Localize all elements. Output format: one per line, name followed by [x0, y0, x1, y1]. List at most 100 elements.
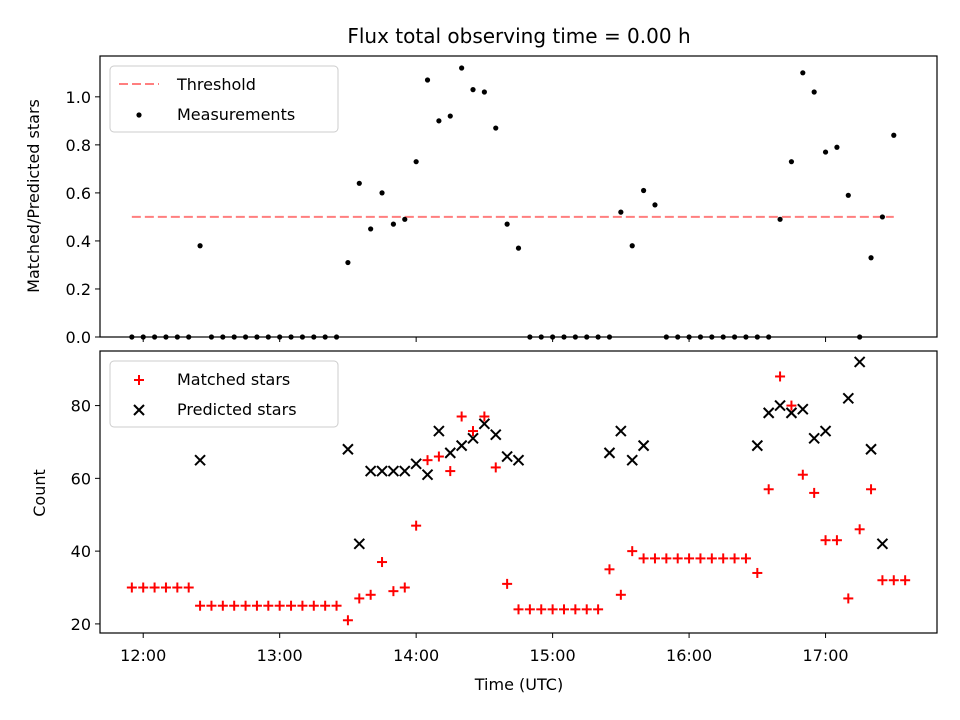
y-tick-label: 40 [71, 542, 91, 561]
matched-star-point [183, 582, 194, 593]
matched-star-point [706, 553, 717, 564]
bottom-y-axis: 20 40 60 80 [71, 397, 100, 634]
top-axes-frame [99, 55, 938, 338]
predicted-star-point [774, 399, 786, 412]
matched-star-point [809, 487, 820, 498]
predicted-marker-b [876, 538, 889, 550]
matched-star-point [866, 484, 877, 495]
predicted-star-point [399, 465, 411, 477]
measurement-point [470, 87, 476, 93]
measurement-point [481, 89, 487, 95]
predicted-marker-b [421, 469, 434, 481]
y-tick-label: 0.4 [66, 232, 91, 251]
matched-star-point [604, 564, 615, 575]
matched-star-point [172, 582, 183, 593]
predicted-star-point [478, 418, 491, 430]
matched-star-point [138, 582, 149, 593]
predicted-star-point [842, 392, 855, 405]
top-y-axis: 0.0 0.2 0.4 0.6 0.8 1.0 [66, 88, 100, 347]
measurement-point [379, 190, 385, 196]
matched-star-point [342, 615, 353, 626]
matched-star-point [684, 553, 695, 564]
legend-matched-label: Matched stars [177, 370, 290, 389]
matched-star-point [274, 600, 285, 611]
predicted-marker-b [512, 454, 525, 466]
matched-star-point [627, 546, 638, 557]
predicted-star-point [626, 454, 638, 466]
matched-star-point [513, 604, 524, 615]
measurement-point [459, 65, 465, 71]
matched-star-point [547, 604, 558, 615]
matched-star-point [831, 535, 842, 546]
top-x-axis [142, 337, 827, 342]
predicted-marker-b [785, 407, 798, 419]
matched-star-point [877, 575, 888, 586]
measurement-point [493, 125, 499, 131]
predicted-marker-b [819, 425, 832, 437]
measurement-point [356, 180, 362, 186]
predicted-marker-b [399, 465, 411, 477]
predicted-marker-b [444, 447, 456, 459]
predicted-marker-b [808, 432, 820, 445]
matched-star-point [581, 604, 592, 615]
measurement-point [800, 70, 806, 76]
matched-star-point [775, 371, 786, 382]
matched-star-point [649, 553, 660, 564]
y-tick-label: 20 [71, 615, 91, 634]
bottom-axes-frame [99, 350, 938, 634]
y-tick-label: 0.0 [66, 328, 91, 347]
bottom-y-axis-label: Count [30, 469, 49, 517]
matched-star-point [729, 553, 740, 564]
predicted-marker-b [478, 418, 491, 430]
x-tick-label: 15:00 [530, 646, 576, 665]
matched-star-point [820, 535, 831, 546]
predicted-marker-b [364, 465, 377, 477]
matched-star-point [456, 411, 467, 422]
predicted-star-point [876, 538, 889, 550]
predicted-marker-b [410, 458, 422, 470]
predicted-star-point [387, 465, 400, 477]
matched-star-point [240, 600, 251, 611]
measurement-point [822, 149, 829, 155]
predicted-marker-b [751, 439, 764, 452]
matched-star-point [502, 578, 513, 589]
matched-star-point [672, 553, 683, 564]
measurement-point [504, 221, 510, 227]
matched-star-point [308, 600, 319, 611]
x-tick-label: 14:00 [393, 646, 439, 665]
predicted-marker-b [353, 538, 365, 550]
legend-matched-swatch [134, 375, 144, 385]
matched-star-point [286, 600, 297, 611]
matched-star-point [422, 455, 433, 466]
measurement-point [424, 77, 431, 83]
top-legend: Threshold Measurements [109, 65, 339, 133]
measurement-point [345, 259, 351, 266]
matched-star-point [695, 553, 706, 564]
measurement-point [197, 243, 203, 249]
predicted-star-point [455, 439, 468, 452]
matched-star-point [490, 462, 501, 473]
predicted-marker-b [853, 356, 866, 368]
predicted-marker-b [762, 407, 775, 419]
measurement-point [629, 243, 635, 249]
matched-star-point [160, 582, 171, 593]
matched-star-point [399, 582, 410, 593]
matched-star-point [638, 553, 649, 564]
predicted-marker-b [387, 465, 400, 477]
measurement-point [868, 255, 874, 261]
matched-star-point [718, 553, 729, 564]
predicted-star-point [501, 450, 513, 463]
predicted-marker-b [342, 443, 354, 455]
matched-star-point [888, 575, 899, 586]
x-tick-label: 13:00 [257, 646, 303, 665]
top-legend-box [109, 65, 339, 133]
matched-star-point [445, 466, 456, 477]
predicted-star-point [467, 432, 479, 445]
matched-star-point [854, 524, 865, 535]
measurement-point [368, 226, 374, 232]
matched-star-point [251, 600, 262, 611]
predicted-marker-b [865, 443, 877, 455]
predicted-star-point [808, 432, 820, 445]
